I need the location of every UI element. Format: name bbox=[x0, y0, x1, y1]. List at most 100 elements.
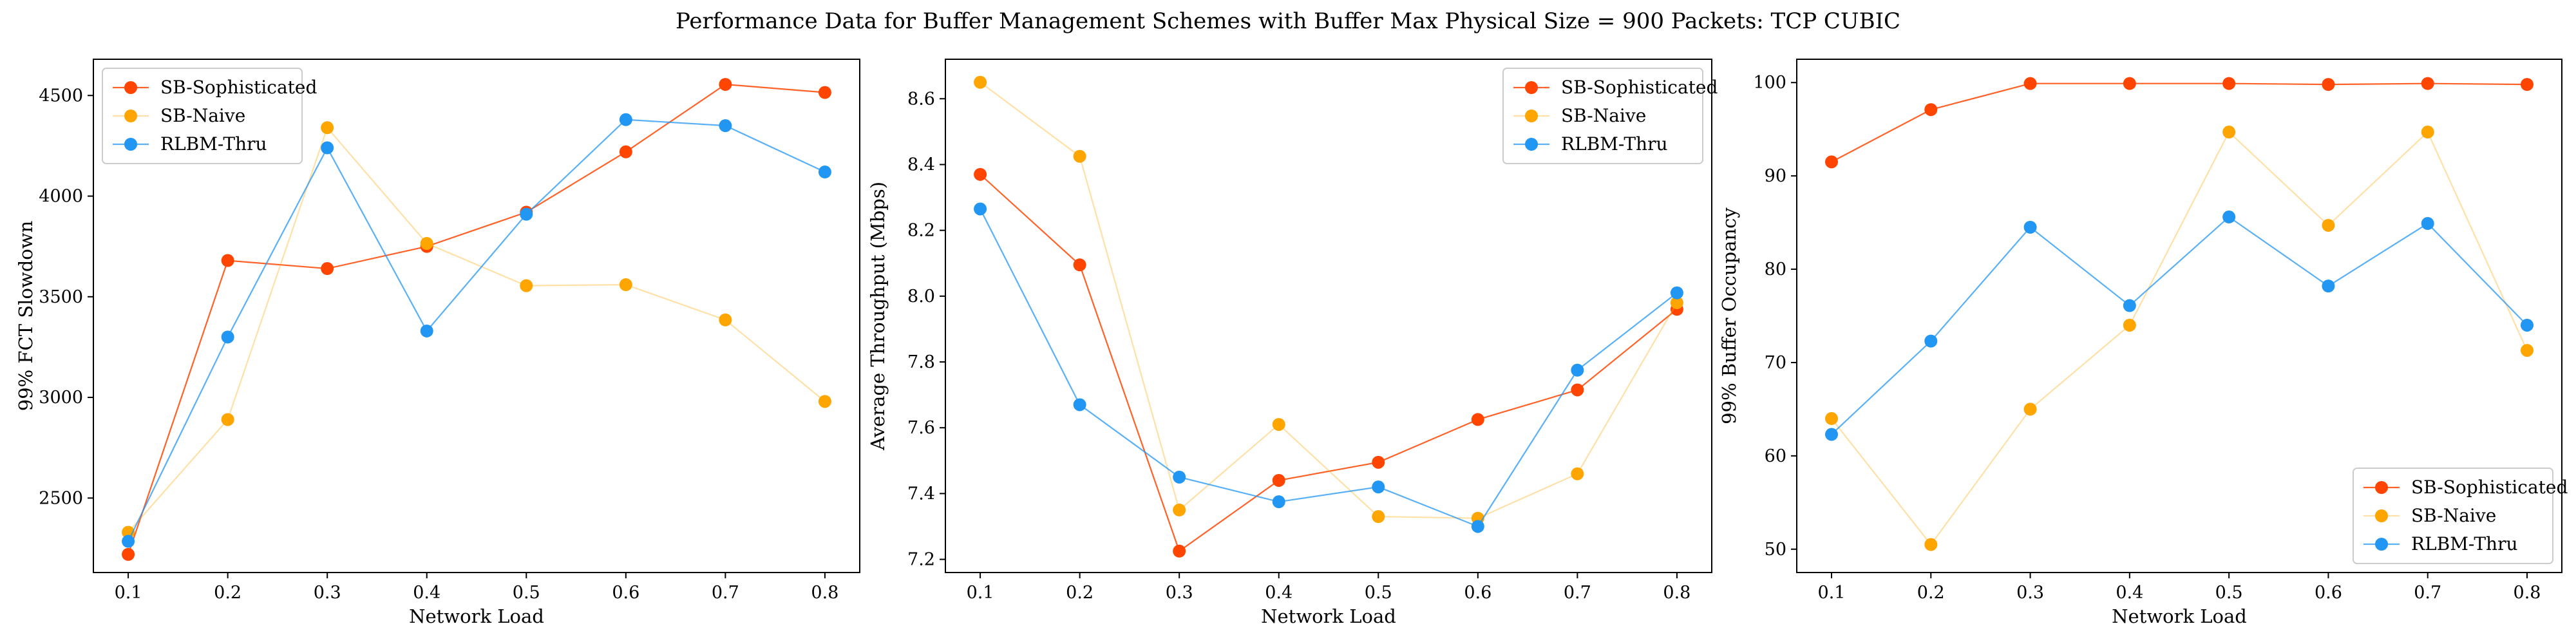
data-point bbox=[2322, 218, 2335, 232]
series-sb-naive bbox=[974, 75, 1683, 525]
x-tick-label: 0.1 bbox=[115, 583, 142, 603]
series-sb-naive bbox=[122, 121, 831, 539]
data-point bbox=[1272, 418, 1285, 431]
figure-title: Performance Data for Buffer Management S… bbox=[676, 8, 1900, 34]
series-rlbm-thru bbox=[974, 202, 1683, 533]
y-tick-label: 8.4 bbox=[907, 155, 935, 175]
data-point bbox=[719, 78, 732, 91]
data-point bbox=[2123, 77, 2136, 90]
legend-swatch-marker bbox=[2375, 509, 2388, 522]
legend-swatch-marker bbox=[1525, 81, 1538, 94]
x-tick-label: 0.7 bbox=[1564, 583, 1591, 603]
series-line bbox=[1831, 131, 2528, 546]
data-point bbox=[221, 413, 234, 426]
axes-frame bbox=[1796, 59, 2562, 573]
y-tick-label: 4500 bbox=[39, 86, 83, 106]
data-point bbox=[1372, 510, 1385, 524]
legend: SB-Sophisticated SB-Naive RLBM-Thru bbox=[102, 68, 317, 164]
x-tick-label: 0.6 bbox=[2315, 583, 2342, 603]
data-point bbox=[1571, 383, 1584, 397]
chart-panel-3: 0.1 0.2 0.3 0.4 0.5 0.6 0.7 0.8 50 60 70 80 90 100 Net… bbox=[1718, 59, 2568, 627]
y-tick-label: 100 bbox=[1753, 73, 1786, 93]
x-tick-label: 0.3 bbox=[2016, 583, 2044, 603]
data-point bbox=[122, 535, 135, 548]
data-point bbox=[1571, 467, 1584, 480]
legend-swatch-marker bbox=[1525, 109, 1538, 122]
y-tick-label: 8.2 bbox=[907, 221, 935, 241]
series-line bbox=[128, 118, 826, 542]
x-tick-label: 0.5 bbox=[1365, 583, 1392, 603]
legend-label: SB-Naive bbox=[1561, 105, 1646, 126]
legend-label: SB-Sophisticated bbox=[1561, 77, 1718, 98]
series-line bbox=[1831, 82, 2528, 163]
data-point bbox=[1924, 334, 1938, 348]
data-point bbox=[420, 324, 433, 337]
x-tick-label: 0.6 bbox=[612, 583, 639, 603]
x-tick-label: 0.5 bbox=[2215, 583, 2243, 603]
legend-swatch-marker bbox=[2375, 481, 2388, 494]
legend-label: RLBM-Thru bbox=[2411, 533, 2518, 554]
legend-swatch-marker bbox=[124, 138, 137, 151]
legend-swatch-marker bbox=[2375, 538, 2388, 551]
data-point bbox=[122, 547, 135, 561]
series-line bbox=[980, 208, 1678, 527]
x-tick-label: 0.8 bbox=[1663, 583, 1690, 603]
x-axis-label: Network Load bbox=[1261, 605, 1396, 627]
data-point bbox=[1471, 413, 1484, 426]
data-point bbox=[1272, 473, 1285, 487]
y-tick-label: 3000 bbox=[39, 388, 83, 408]
legend-label: SB-Sophisticated bbox=[160, 77, 317, 98]
x-tick-label: 0.2 bbox=[1066, 583, 1094, 603]
data-point bbox=[1471, 520, 1484, 533]
data-point bbox=[1173, 503, 1186, 516]
data-point bbox=[2521, 78, 2533, 91]
data-point bbox=[619, 145, 632, 158]
legend-label: RLBM-Thru bbox=[1561, 133, 1668, 155]
data-point bbox=[420, 236, 433, 250]
data-point bbox=[2322, 78, 2335, 91]
data-point bbox=[1073, 149, 1086, 163]
x-axis-label: Network Load bbox=[409, 605, 544, 627]
y-tick-label: 80 bbox=[1765, 260, 1786, 279]
data-point bbox=[2023, 220, 2037, 234]
x-tick-label: 0.3 bbox=[1166, 583, 1193, 603]
data-point bbox=[221, 254, 234, 267]
data-point bbox=[974, 167, 987, 181]
chart-panel-2: 0.1 0.2 0.3 0.4 0.5 0.6 0.7 0.8 7.2 7.4 7.6 7.8 8.0 8… bbox=[867, 59, 1718, 627]
axes-frame bbox=[93, 59, 860, 573]
y-tick-label: 2500 bbox=[39, 488, 83, 508]
x-tick-label: 0.1 bbox=[967, 583, 994, 603]
data-point bbox=[1924, 103, 1938, 117]
y-tick-label: 7.6 bbox=[907, 418, 935, 438]
legend-swatch-marker bbox=[124, 81, 137, 94]
data-point bbox=[1924, 538, 1938, 551]
y-tick-label: 3500 bbox=[39, 287, 83, 307]
x-tick-label: 0.4 bbox=[413, 583, 440, 603]
series-sb-sophisticated bbox=[974, 167, 1683, 558]
data-point bbox=[1073, 398, 1086, 412]
series-line bbox=[1831, 216, 2528, 435]
data-point bbox=[1073, 258, 1086, 272]
chart-panels: 0.1 0.2 0.3 0.4 0.5 0.6 0.7 0.8 2500 3000 3500 4000… bbox=[15, 59, 2568, 627]
x-tick-label: 0.2 bbox=[214, 583, 242, 603]
series-line bbox=[128, 126, 826, 533]
data-point bbox=[2222, 77, 2236, 90]
x-tick-label: 0.5 bbox=[513, 583, 540, 603]
x-axis-label: Network Load bbox=[2112, 605, 2247, 627]
x-tick-label: 0.4 bbox=[1265, 583, 1293, 603]
legend: SB-Sophisticated SB-Naive RLBM-Thru bbox=[1502, 68, 1718, 164]
series-rlbm-thru bbox=[122, 113, 831, 548]
data-point bbox=[619, 278, 632, 292]
data-point bbox=[1372, 480, 1385, 494]
legend-box bbox=[1502, 68, 1703, 164]
y-tick-label: 70 bbox=[1765, 353, 1786, 373]
x-tick-label: 0.8 bbox=[2514, 583, 2541, 603]
data-point bbox=[321, 121, 334, 135]
data-point bbox=[1272, 495, 1285, 509]
series-line bbox=[128, 83, 825, 555]
legend-box bbox=[102, 68, 303, 164]
y-axis-label: 99% FCT Slowdown bbox=[15, 221, 37, 412]
data-point bbox=[2521, 344, 2533, 357]
y-tick-label: 50 bbox=[1765, 540, 1786, 560]
